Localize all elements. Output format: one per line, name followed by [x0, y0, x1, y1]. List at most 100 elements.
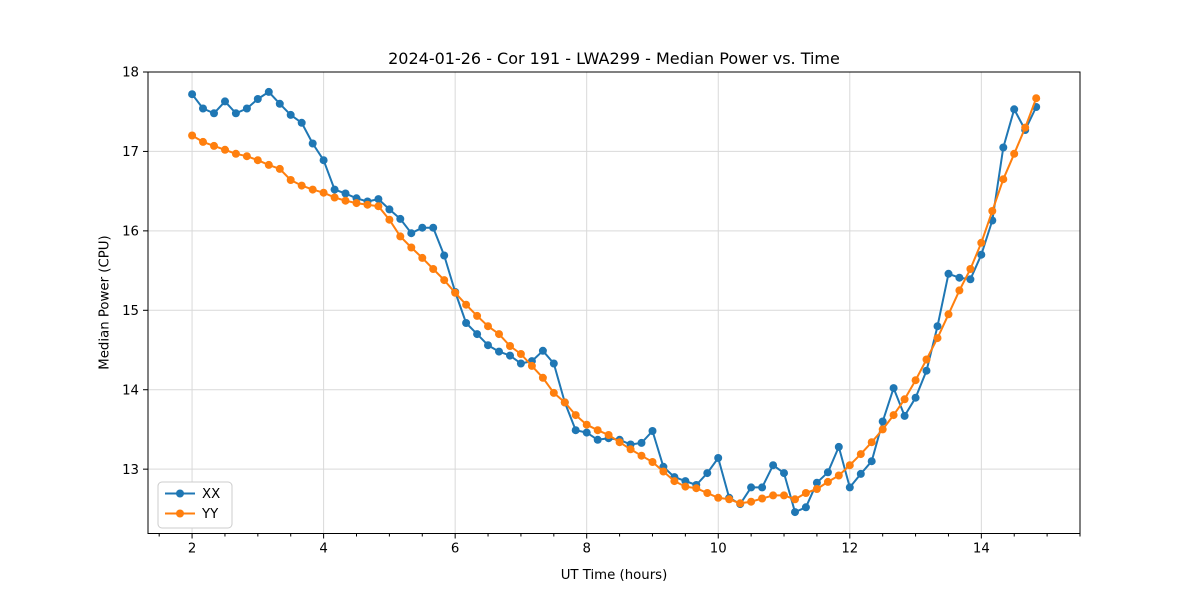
data-point-YY	[834, 471, 843, 480]
data-point-XX	[330, 185, 339, 194]
data-point-YY	[780, 491, 788, 500]
x-tick-label: 14	[973, 542, 990, 557]
data-point-YY	[538, 373, 547, 382]
data-point-YY	[769, 491, 778, 500]
data-point-XX	[297, 118, 306, 127]
data-point-XX	[834, 442, 843, 451]
data-point-XX	[955, 273, 964, 282]
data-point-XX	[429, 223, 438, 232]
data-point-XX	[538, 346, 547, 355]
grid	[148, 71, 1080, 534]
data-point-YY	[407, 243, 416, 252]
data-point-YY	[812, 485, 821, 493]
data-point-XX	[999, 143, 1008, 152]
data-point-YY	[681, 482, 690, 491]
series-line-XX	[191, 90, 1038, 514]
data-point-XX	[966, 275, 975, 284]
data-point-YY	[199, 137, 207, 146]
data-point-YY	[516, 350, 525, 358]
data-point-YY	[341, 196, 350, 205]
data-point-YY	[878, 425, 887, 434]
legend: XX YY	[157, 481, 233, 529]
data-point-YY	[593, 426, 602, 435]
data-point-YY	[725, 495, 734, 504]
data-point-XX	[769, 461, 778, 470]
data-point-YY	[210, 141, 218, 150]
data-point-YY	[922, 355, 931, 364]
data-point-XX	[681, 477, 690, 486]
data-point-YY	[330, 193, 339, 202]
data-point-YY	[845, 461, 854, 470]
data-point-XX	[878, 417, 887, 426]
data-point-XX	[867, 457, 876, 466]
chart-title: 2024-01-26 - Cor 191 - LWA299 - Median P…	[388, 49, 840, 68]
data-point-YY	[648, 458, 657, 466]
data-point-XX	[593, 435, 602, 444]
data-point-XX	[495, 347, 503, 356]
data-point-XX	[231, 109, 240, 118]
data-point-YY	[385, 215, 394, 224]
data-point-YY	[275, 164, 284, 173]
data-point-YY	[758, 494, 767, 503]
x-tick-label: 4	[319, 542, 327, 557]
data-point-YY	[856, 450, 865, 459]
data-point-YY	[867, 438, 876, 447]
data-point-YY	[988, 207, 997, 215]
data-point-XX	[977, 250, 986, 259]
data-point-XX	[462, 319, 471, 327]
x-tick-label: 6	[451, 542, 459, 557]
legend-marker-YY	[176, 509, 184, 518]
data-point-XX	[747, 483, 756, 492]
data-point-XX	[812, 478, 821, 487]
data-point-YY	[944, 310, 953, 319]
data-point-YY	[506, 342, 514, 350]
data-point-XX	[396, 214, 405, 223]
data-point-YY	[308, 185, 317, 194]
data-point-XX	[856, 469, 865, 478]
plot-frame	[147, 71, 1081, 534]
data-point-XX	[571, 426, 580, 435]
data-point-YY	[977, 238, 986, 247]
data-point-YY	[900, 395, 909, 404]
data-point-XX	[823, 468, 832, 477]
data-point-YY	[615, 438, 624, 447]
data-point-XX	[516, 359, 525, 368]
axis-ticks	[143, 71, 1081, 539]
data-point-YY	[484, 322, 492, 331]
data-point-YY	[297, 181, 306, 190]
data-point-XX	[933, 322, 942, 331]
data-point-XX	[889, 384, 898, 393]
data-point-XX	[714, 454, 723, 462]
data-point-XX	[440, 251, 449, 260]
data-point-YY	[626, 445, 635, 454]
data-point-XX	[264, 87, 273, 96]
series-markers-XX	[188, 87, 1041, 517]
legend-label-YY: YY	[201, 507, 219, 522]
legend-box	[157, 481, 233, 529]
data-point-XX	[791, 508, 799, 517]
data-point-YY	[462, 300, 471, 309]
data-point-YY	[242, 152, 251, 161]
data-point-XX	[275, 99, 284, 108]
data-point-XX	[900, 411, 909, 420]
data-point-XX	[418, 223, 427, 232]
data-point-YY	[582, 420, 591, 429]
legend-marker-XX	[176, 489, 184, 498]
data-point-XX	[845, 483, 854, 492]
data-point-YY	[527, 361, 536, 370]
y-tick-label: 14	[122, 383, 139, 398]
y-tick-label: 16	[122, 225, 139, 240]
y-tick-label: 13	[122, 463, 139, 478]
data-point-XX	[407, 229, 416, 238]
series-markers-YY	[188, 94, 1041, 508]
data-point-XX	[506, 351, 514, 360]
data-point-YY	[549, 388, 558, 397]
data-point-YY	[352, 199, 361, 208]
data-point-YY	[889, 411, 898, 420]
data-point-XX	[549, 359, 558, 368]
data-point-XX	[221, 97, 229, 106]
data-point-YY	[1032, 94, 1041, 103]
data-point-YY	[933, 334, 942, 343]
data-point-YY	[440, 276, 449, 285]
